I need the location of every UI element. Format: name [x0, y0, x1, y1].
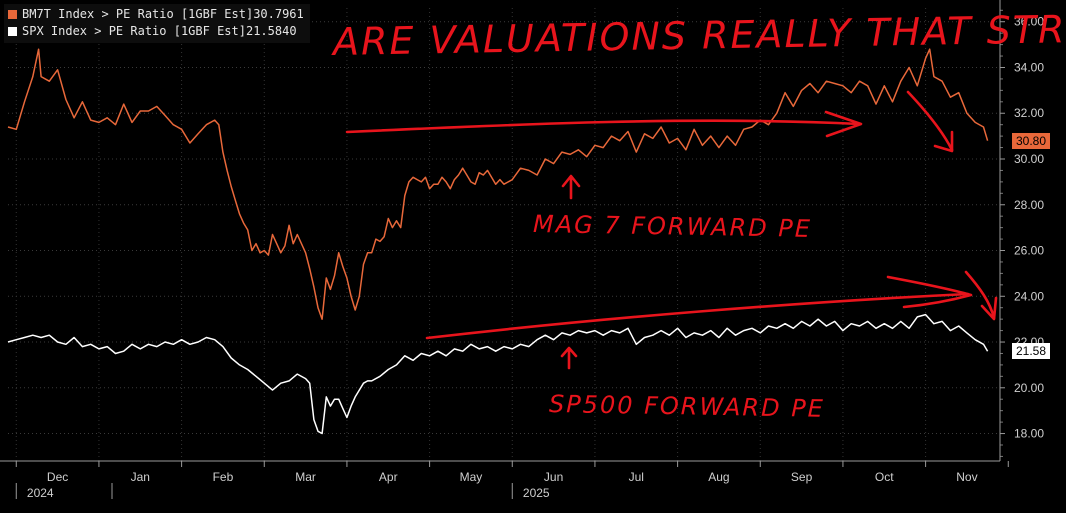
x-tick-label: Sep: [791, 470, 813, 484]
mag7-pointer-arrow: [561, 174, 581, 200]
legend-value: 30.7961: [253, 7, 304, 21]
y-tick-label: 18.00: [1014, 427, 1044, 441]
spx-last-value-badge: 21.58: [1012, 343, 1051, 360]
spx-trend-arrow: [425, 292, 970, 340]
x-tick-label: Jan: [131, 470, 150, 484]
spx-down-arrowhead: [980, 296, 998, 321]
grid-lines: [8, 8, 1000, 461]
x-tick-label: Dec: [47, 470, 68, 484]
legend-label: BM7T Index > PE Ratio [1GBF Est]: [22, 7, 254, 21]
bm7t-series-line: [7, 48, 989, 320]
legend-value: 21.5840: [245, 24, 297, 38]
y-tick-label: 30.00: [1014, 152, 1044, 166]
x-tick-label: May: [460, 470, 483, 484]
legend: BM7T Index > PE Ratio [1GBF Est] 30.7961…: [4, 4, 310, 43]
spx-annotation: SP500 FORWARD PE: [548, 390, 826, 423]
y-tick-label: 36.00: [1014, 15, 1044, 29]
x-axis: Dec 2024 Jan Feb Mar Apr May Jun 2025 Jul Aug Sep Oc…: [0, 460, 1009, 500]
spx-down-arrow: [964, 270, 996, 320]
y-axis: 18.0020.0022.0024.0026.0028.0030.0032.00…: [999, 0, 1044, 461]
bm7t-down-arrowhead: [933, 130, 954, 153]
y-tick-label: 26.00: [1014, 244, 1044, 258]
x-year-label: 2025: [523, 486, 550, 500]
x-year-label: 2024: [27, 486, 54, 500]
spx-swatch: [8, 27, 17, 36]
x-tick-label: Aug: [708, 470, 729, 484]
spx-series-line: [7, 313, 989, 435]
x-tick-label: Oct: [875, 470, 894, 484]
legend-item-spx: SPX Index > PE Ratio [1GBF Est] 21.5840: [8, 23, 304, 40]
legend-label: SPX Index > PE Ratio [1GBF Est]: [22, 24, 246, 38]
bm7t-last-value-badge: 30.80: [1012, 132, 1051, 149]
y-tick-label: 34.00: [1014, 60, 1044, 74]
x-tick-label: Feb: [213, 470, 234, 484]
bm7t-swatch: [8, 10, 17, 19]
mag7-annotation: MAG 7 FORWARD PE: [532, 210, 813, 243]
x-tick-label: Nov: [956, 470, 977, 484]
spx-trend-arrowhead: [886, 275, 973, 309]
y-tick-label: 24.00: [1014, 289, 1044, 303]
x-tick-label: Jun: [544, 470, 563, 484]
x-tick-label: Jul: [629, 470, 644, 484]
y-tick-label: 32.00: [1014, 106, 1044, 120]
hand-drawn-arrows: [345, 90, 998, 370]
bm7t-down-arrow: [906, 90, 954, 152]
y-tick-label: 28.00: [1014, 198, 1044, 212]
x-tick-label: Apr: [379, 470, 398, 484]
bm7t-trend-arrow: [345, 119, 862, 134]
bm7t-trend-arrowhead: [824, 110, 863, 138]
legend-item-bm7t: BM7T Index > PE Ratio [1GBF Est] 30.7961: [8, 6, 304, 23]
y-tick-label: 20.00: [1014, 381, 1044, 395]
x-tick-label: Mar: [295, 470, 316, 484]
series-lines: [7, 48, 989, 435]
spx-pointer-arrow: [560, 346, 578, 370]
